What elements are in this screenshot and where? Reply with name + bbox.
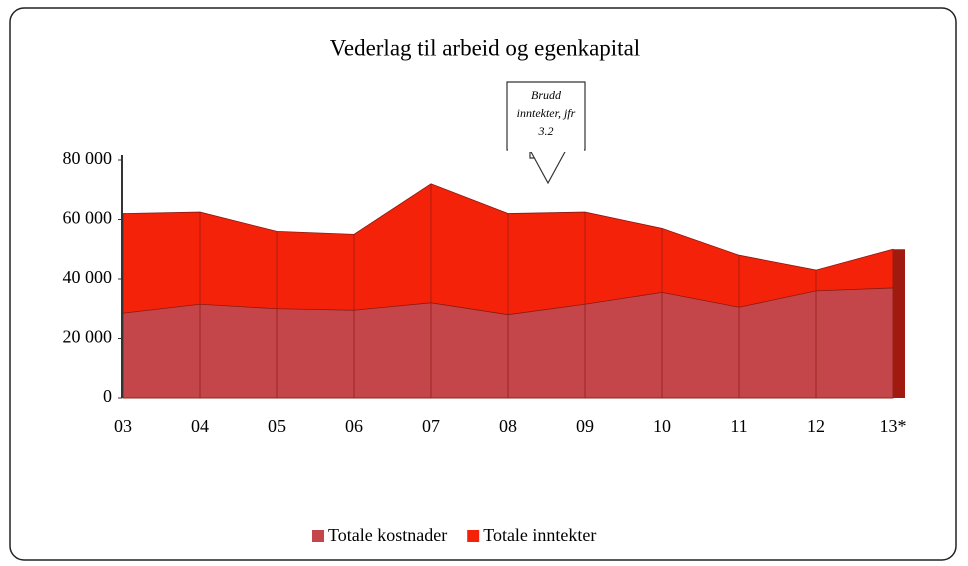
x-tick-label: 05: [268, 416, 286, 436]
x-tick-label: 11: [730, 416, 747, 436]
y-tick-label: 60 000: [63, 208, 113, 228]
y-tick-label: 80 000: [63, 148, 113, 168]
callout-fill: [508, 140, 584, 152]
legend-label: Totale inntekter: [483, 525, 596, 545]
annotation: Brudd: [531, 88, 562, 102]
x-tick-label: 08: [499, 416, 517, 436]
area-side: [893, 287, 905, 398]
legend-swatch: [312, 530, 324, 542]
y-tick-label: 40 000: [63, 267, 113, 287]
legend-label: Totale kostnader: [328, 525, 447, 545]
x-tick-label: 10: [653, 416, 671, 436]
x-tick-label: 07: [422, 416, 440, 436]
callout-arrow: [529, 149, 567, 185]
y-tick-label: 0: [103, 386, 112, 406]
x-tick-label: 06: [345, 416, 363, 436]
x-tick-label: 09: [576, 416, 594, 436]
x-tick-label: 12: [807, 416, 825, 436]
annotation: inntekter, jfr: [517, 106, 576, 120]
x-tick-label: 04: [191, 416, 209, 436]
chart-title: Vederlag til arbeid og egenkapital: [330, 35, 640, 60]
annotation: 3.2: [538, 124, 554, 138]
x-tick-label: 13*: [880, 416, 907, 436]
y-tick-label: 20 000: [63, 327, 113, 347]
legend-swatch: [467, 530, 480, 542]
x-tick-label: 03: [114, 416, 132, 436]
